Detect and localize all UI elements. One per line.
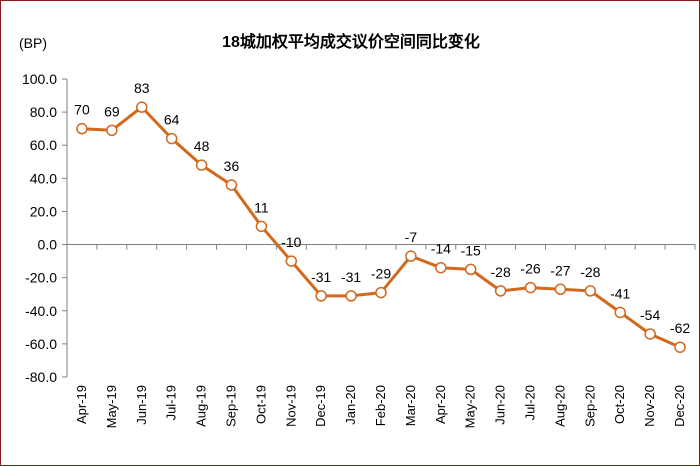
data-point <box>225 179 238 191</box>
data-label: -28 <box>580 264 600 280</box>
data-label: -14 <box>431 241 451 257</box>
y-tick-label: 20.0 <box>30 203 57 219</box>
data-point <box>76 122 88 135</box>
data-label: 36 <box>224 158 240 174</box>
data-label: -27 <box>550 262 570 278</box>
data-point <box>405 250 417 262</box>
data-point <box>345 290 357 302</box>
data-label: -54 <box>640 307 660 323</box>
data-point <box>106 124 118 137</box>
data-point <box>554 283 567 296</box>
data-label: 11 <box>254 199 269 215</box>
x-tick-label: Apr-20 <box>433 385 448 424</box>
x-tick-label: Dec-20 <box>672 385 687 427</box>
data-point <box>435 261 447 274</box>
data-label: -26 <box>520 261 540 277</box>
y-tick-label: -40.0 <box>25 303 57 319</box>
x-tick-label: Mar-20 <box>403 385 418 426</box>
data-label: 48 <box>194 138 210 154</box>
x-tick-label: Oct-20 <box>612 385 627 424</box>
data-point <box>136 101 148 113</box>
data-point <box>494 285 507 297</box>
data-label: 70 <box>74 102 90 118</box>
y-tick-label: -20.0 <box>25 270 57 286</box>
x-tick-label: Sep-20 <box>582 385 597 427</box>
data-label: -31 <box>341 269 361 285</box>
x-tick-label: Jan-20 <box>343 385 358 425</box>
data-label: -7 <box>405 229 418 245</box>
data-point <box>524 281 537 294</box>
x-tick-label: Dec-19 <box>313 385 328 427</box>
y-tick-label: -60.0 <box>25 336 57 352</box>
x-tick-label: May-19 <box>104 385 119 428</box>
data-point <box>195 159 208 171</box>
data-label: -29 <box>371 266 391 282</box>
y-tick-label: 60.0 <box>30 137 57 153</box>
data-label: 69 <box>104 103 120 119</box>
x-tick-label: Apr-19 <box>74 385 89 424</box>
data-label: -62 <box>670 320 690 336</box>
data-labels: 70 69 83 64 48 36 11 -10 -31 -31 -29 -7 -14 -15 -28 -26… <box>74 80 690 336</box>
x-tick-label: Nov-20 <box>642 385 657 427</box>
data-point <box>255 220 268 233</box>
x-axis: Apr-19 May-19 Jun-19 Jul-19 Aug-19 Sep-19 Oct-… <box>66 244 696 428</box>
data-label: -31 <box>311 269 331 285</box>
data-point <box>644 328 656 340</box>
data-point <box>674 341 686 353</box>
x-tick-label: Nov-19 <box>283 385 298 427</box>
x-tick-label: Feb-20 <box>373 385 388 426</box>
y-tick-label: -80.0 <box>25 369 57 385</box>
chart-title: 18城加权平均成交议价空间同比变化 <box>222 32 480 51</box>
y-axis-unit-label: (BP) <box>19 35 47 51</box>
x-tick-label: Jun-19 <box>134 385 149 425</box>
data-point <box>614 306 626 319</box>
data-label: 64 <box>164 112 180 128</box>
data-point <box>165 132 178 145</box>
x-tick-label: Jul-20 <box>523 385 538 420</box>
y-tick-label: 40.0 <box>30 170 57 186</box>
x-tick-label: Jul-19 <box>164 385 179 420</box>
x-tick-label: May-20 <box>463 385 478 428</box>
y-tick-label: 80.0 <box>30 104 57 120</box>
data-label: -41 <box>610 285 630 301</box>
data-point <box>375 286 387 299</box>
data-label: 83 <box>134 80 150 96</box>
data-label: -28 <box>491 264 511 280</box>
data-points <box>76 101 686 353</box>
x-tick-label: Sep-19 <box>223 385 238 427</box>
data-label: -10 <box>281 234 301 250</box>
y-tick-label: 0.0 <box>38 237 58 253</box>
x-tick-label: Jun-20 <box>493 385 508 425</box>
x-tick-label: Aug-19 <box>194 385 209 427</box>
y-axis: 100.0 80.0 60.0 40.0 20.0 0.0 -20.0 -40.0 -60.0 -… <box>22 71 68 385</box>
data-label: -15 <box>461 242 481 258</box>
data-point <box>285 255 298 267</box>
x-tick-label: Aug-20 <box>552 385 567 427</box>
x-tick-label: Oct-19 <box>253 385 268 424</box>
data-point <box>315 290 327 302</box>
y-tick-label: 100.0 <box>22 71 57 87</box>
data-point <box>584 285 597 297</box>
data-point <box>464 263 477 276</box>
